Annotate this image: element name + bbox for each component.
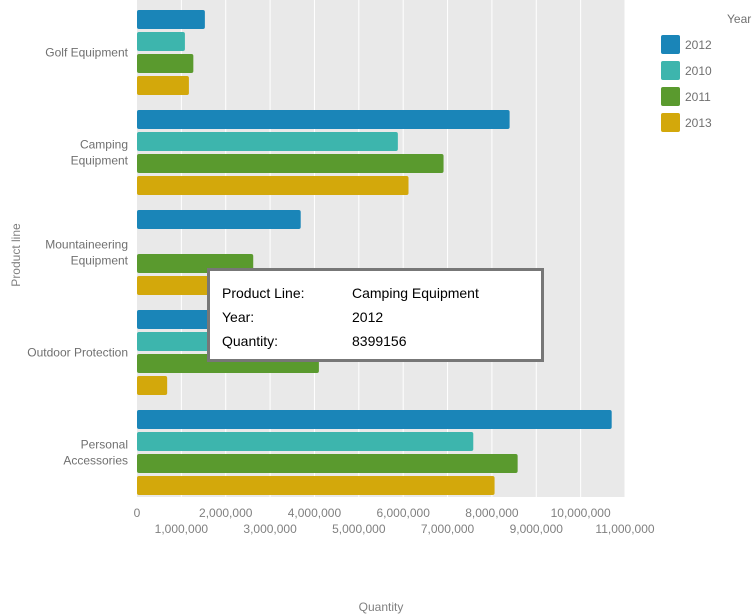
x-tick-label: 10,000,000 [551,506,611,520]
x-tick-label: 11,000,000 [595,522,654,536]
legend-swatch-2013[interactable] [661,113,680,132]
bar-2013[interactable] [137,476,495,495]
category-label: Camping Equipment [71,138,129,168]
category-label: Personal Accessories [63,438,128,468]
category-label-line: Accessories [63,454,128,468]
bar-2013[interactable] [137,76,189,95]
bar-2012[interactable] [137,410,612,429]
x-tick-label: 4,000,000 [288,506,342,520]
legend-label-2010[interactable]: 2010 [685,64,712,78]
tooltip-product-line-value: Camping Equipment [352,285,479,301]
x-tick-label: 9,000,000 [510,522,564,536]
bar-2011[interactable] [137,154,444,173]
legend-swatch-2010[interactable] [661,61,680,80]
bar-2010[interactable] [137,32,185,51]
category-label-line: Camping [80,138,128,152]
x-tick-label: 7,000,000 [421,522,475,536]
bar-2012[interactable] [137,10,205,29]
tooltip-row-year: Year: 2012 [222,309,383,325]
tooltip-year-value: 2012 [352,309,384,325]
tooltip-year-label: Year: [222,309,255,325]
category-label-line: Mountaineering [45,238,128,252]
category-label-line: Golf Equipment [45,46,128,60]
tick-labels: 0 2,000,000 4,000,000 6,000,000 8,000,000 10,… [134,506,655,536]
legend-label-2012[interactable]: 2012 [685,38,712,52]
bar-2013[interactable] [137,176,409,195]
x-tick-label: 6,000,000 [376,506,430,520]
tooltip-product-line-label: Product Line: [222,285,305,301]
y-axis-title: Product line [9,223,23,287]
x-tick-label: 8,000,000 [465,506,519,520]
data-tooltip: Product Line: Camping Equipment Year: 2012… [207,268,544,362]
bar-2013[interactable] [137,376,168,395]
x-tick-label: 0 [134,506,141,520]
tooltip-row-product-line: Product Line: Camping Equipment [222,285,479,301]
bar-2011[interactable] [137,54,194,73]
legend-label-2013[interactable]: 2013 [685,116,712,130]
legend-swatch-2011[interactable] [661,87,680,106]
category-label-line: Equipment [71,254,129,268]
x-tick-label: 5,000,000 [332,522,386,536]
legend: 2012 2010 2011 2013 [661,35,712,132]
bar-2011[interactable] [137,454,518,473]
legend-label-2011[interactable]: 2011 [685,90,711,104]
category-label: Golf Equipment [45,46,128,60]
legend-title: Year [727,12,751,26]
x-tick-label: 2,000,000 [199,506,253,520]
x-tick-label: 1,000,000 [155,522,209,536]
x-tick-label: 3,000,000 [243,522,297,536]
bar-2010[interactable] [137,132,398,151]
category-label-line: Equipment [71,154,129,168]
tooltip-row-quantity: Quantity: 8399156 [222,333,407,349]
tooltip-quantity-value: 8399156 [352,333,407,349]
tooltip-quantity-label: Quantity: [222,333,279,349]
legend-swatch-2012[interactable] [661,35,680,54]
category-label-line: Outdoor Protection [27,346,128,360]
category-label: Outdoor Protection [27,346,128,360]
bar-2010[interactable] [137,432,474,451]
category-label: Mountaineering Equipment [45,238,128,268]
bar-2012[interactable] [137,110,510,129]
category-label-line: Personal [81,438,128,452]
x-axis-title: Quantity [359,600,404,614]
bar-2012[interactable] [137,210,301,229]
